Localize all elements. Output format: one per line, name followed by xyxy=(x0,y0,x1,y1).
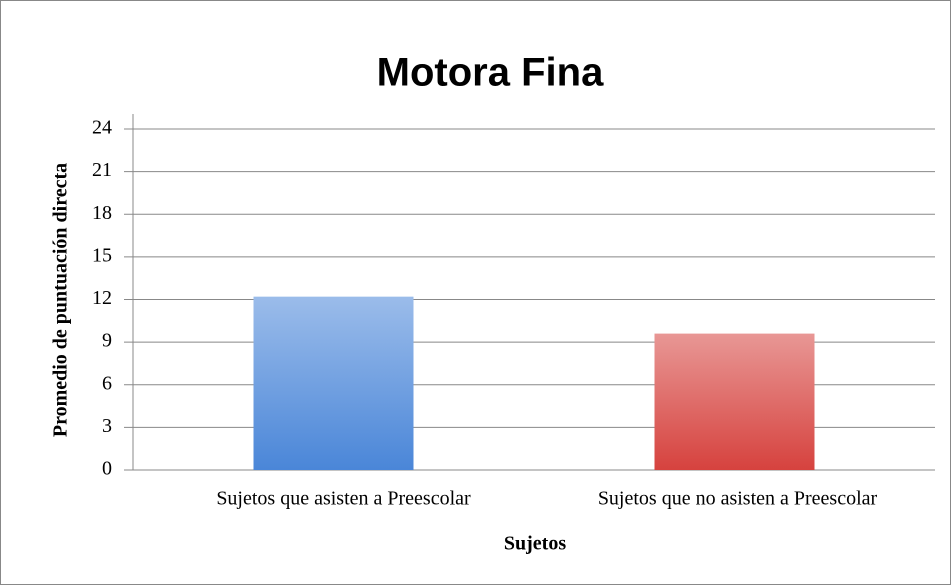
x-tick-label: Sujetos que no asisten a Preescolar xyxy=(598,488,878,510)
chart-title: Motora Fina xyxy=(377,51,604,95)
y-tick-label: 15 xyxy=(92,244,112,266)
y-tick-label: 0 xyxy=(102,458,112,480)
bar xyxy=(253,296,414,470)
bar xyxy=(654,333,815,470)
y-tick-label: 3 xyxy=(102,415,112,437)
y-tick-label: 6 xyxy=(102,372,112,394)
y-tick-label: 12 xyxy=(92,287,112,309)
x-axis-title: Sujetos xyxy=(504,533,566,555)
y-tick-label: 21 xyxy=(92,159,112,181)
y-axis-title: Promedio de puntuación directa xyxy=(50,163,72,437)
y-tick-label: 18 xyxy=(92,202,112,224)
x-tick-label: Sujetos que asisten a Preescolar xyxy=(216,488,471,510)
y-tick-label: 24 xyxy=(92,117,112,139)
y-tick-label: 9 xyxy=(102,330,112,352)
